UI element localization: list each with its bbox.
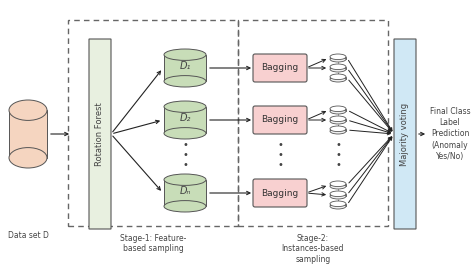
Ellipse shape [330, 76, 346, 82]
Text: •
•
•: • • • [335, 140, 341, 170]
Ellipse shape [330, 66, 346, 72]
FancyBboxPatch shape [330, 77, 346, 79]
Ellipse shape [330, 74, 346, 80]
Ellipse shape [9, 148, 47, 168]
FancyBboxPatch shape [253, 179, 307, 207]
Ellipse shape [330, 116, 346, 122]
Text: Rotation Forest: Rotation Forest [95, 102, 104, 166]
Ellipse shape [330, 56, 346, 62]
Text: Majority voting: Majority voting [401, 102, 410, 166]
Ellipse shape [330, 193, 346, 199]
FancyBboxPatch shape [330, 57, 346, 59]
Text: D₁: D₁ [179, 61, 191, 71]
Ellipse shape [330, 181, 346, 187]
Ellipse shape [164, 201, 206, 212]
FancyBboxPatch shape [164, 55, 206, 81]
Text: •
•
•: • • • [277, 140, 283, 170]
Ellipse shape [164, 101, 206, 112]
Ellipse shape [330, 108, 346, 114]
Ellipse shape [9, 100, 47, 120]
Text: D₂: D₂ [179, 113, 191, 123]
Ellipse shape [330, 203, 346, 209]
FancyBboxPatch shape [253, 54, 307, 82]
Ellipse shape [330, 64, 346, 70]
FancyBboxPatch shape [253, 106, 307, 134]
Ellipse shape [164, 128, 206, 139]
FancyBboxPatch shape [394, 39, 416, 229]
Ellipse shape [330, 201, 346, 207]
Text: Bagging: Bagging [261, 188, 299, 198]
FancyBboxPatch shape [9, 110, 47, 158]
Ellipse shape [330, 118, 346, 124]
FancyBboxPatch shape [330, 67, 346, 69]
Text: Final Class
Label
Prediction
(Anomaly
Yes/No): Final Class Label Prediction (Anomaly Ye… [430, 107, 470, 161]
Ellipse shape [330, 191, 346, 197]
FancyBboxPatch shape [89, 39, 111, 229]
FancyBboxPatch shape [164, 107, 206, 133]
Ellipse shape [164, 76, 206, 87]
Text: Data set D: Data set D [8, 232, 48, 240]
Text: Stage-2:
Instances-based
sampling: Stage-2: Instances-based sampling [282, 234, 344, 264]
Ellipse shape [330, 126, 346, 132]
Ellipse shape [164, 49, 206, 60]
Ellipse shape [330, 128, 346, 134]
Text: Bagging: Bagging [261, 116, 299, 125]
Ellipse shape [330, 54, 346, 59]
Text: Stage-1: Feature-
based sampling: Stage-1: Feature- based sampling [120, 234, 186, 254]
Text: Dₙ: Dₙ [179, 186, 191, 196]
FancyBboxPatch shape [330, 109, 346, 111]
FancyBboxPatch shape [330, 204, 346, 206]
Ellipse shape [330, 183, 346, 189]
Ellipse shape [330, 106, 346, 111]
Text: Bagging: Bagging [261, 64, 299, 73]
Text: •
•
•: • • • [182, 140, 188, 170]
FancyBboxPatch shape [164, 180, 206, 206]
FancyBboxPatch shape [330, 129, 346, 131]
Ellipse shape [164, 174, 206, 185]
FancyBboxPatch shape [330, 184, 346, 186]
FancyBboxPatch shape [330, 194, 346, 196]
FancyBboxPatch shape [330, 119, 346, 121]
